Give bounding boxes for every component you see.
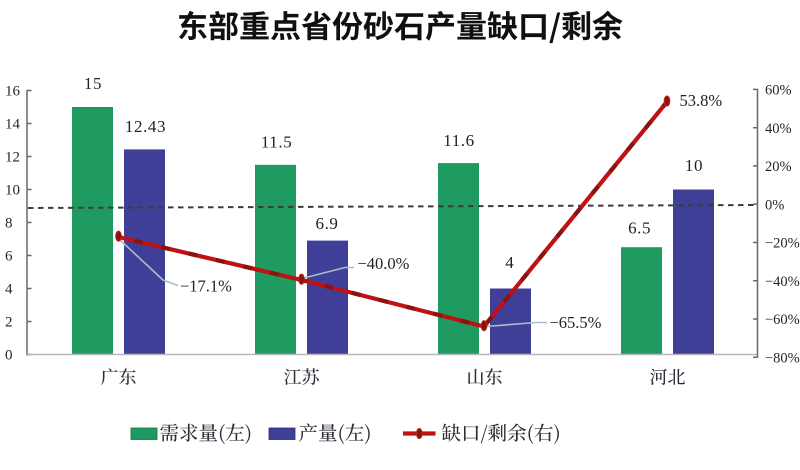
svg-text:4: 4	[505, 253, 514, 272]
svg-text:−60%: −60%	[765, 312, 800, 328]
svg-text:53.8%: 53.8%	[680, 91, 723, 110]
svg-text:2: 2	[5, 315, 13, 331]
svg-text:−40%: −40%	[765, 274, 800, 290]
svg-text:11.6: 11.6	[443, 131, 475, 150]
svg-text:60%: 60%	[765, 83, 792, 99]
svg-text:−80%: −80%	[765, 351, 800, 367]
svg-text:6.5: 6.5	[628, 218, 651, 237]
svg-text:16: 16	[5, 84, 21, 100]
svg-text:11.5: 11.5	[261, 132, 293, 151]
svg-text:−17.1%: −17.1%	[180, 276, 232, 295]
svg-text:10: 10	[685, 156, 703, 175]
svg-text:0%: 0%	[765, 197, 784, 213]
svg-text:40%: 40%	[765, 121, 792, 137]
svg-text:−40.0%: −40.0%	[358, 254, 410, 273]
svg-text:0: 0	[5, 348, 13, 364]
svg-text:6: 6	[5, 249, 13, 265]
svg-text:14: 14	[5, 117, 21, 133]
svg-text:12: 12	[5, 150, 20, 166]
svg-text:20%: 20%	[765, 159, 792, 175]
svg-text:6.9: 6.9	[315, 214, 338, 233]
svg-text:−65.5%: −65.5%	[550, 313, 602, 332]
svg-text:10: 10	[5, 183, 20, 199]
svg-text:12.43: 12.43	[125, 117, 166, 136]
svg-text:4: 4	[5, 282, 13, 298]
svg-text:−20%: −20%	[765, 236, 800, 252]
svg-text:15: 15	[84, 74, 102, 93]
svg-text:8: 8	[5, 216, 13, 232]
